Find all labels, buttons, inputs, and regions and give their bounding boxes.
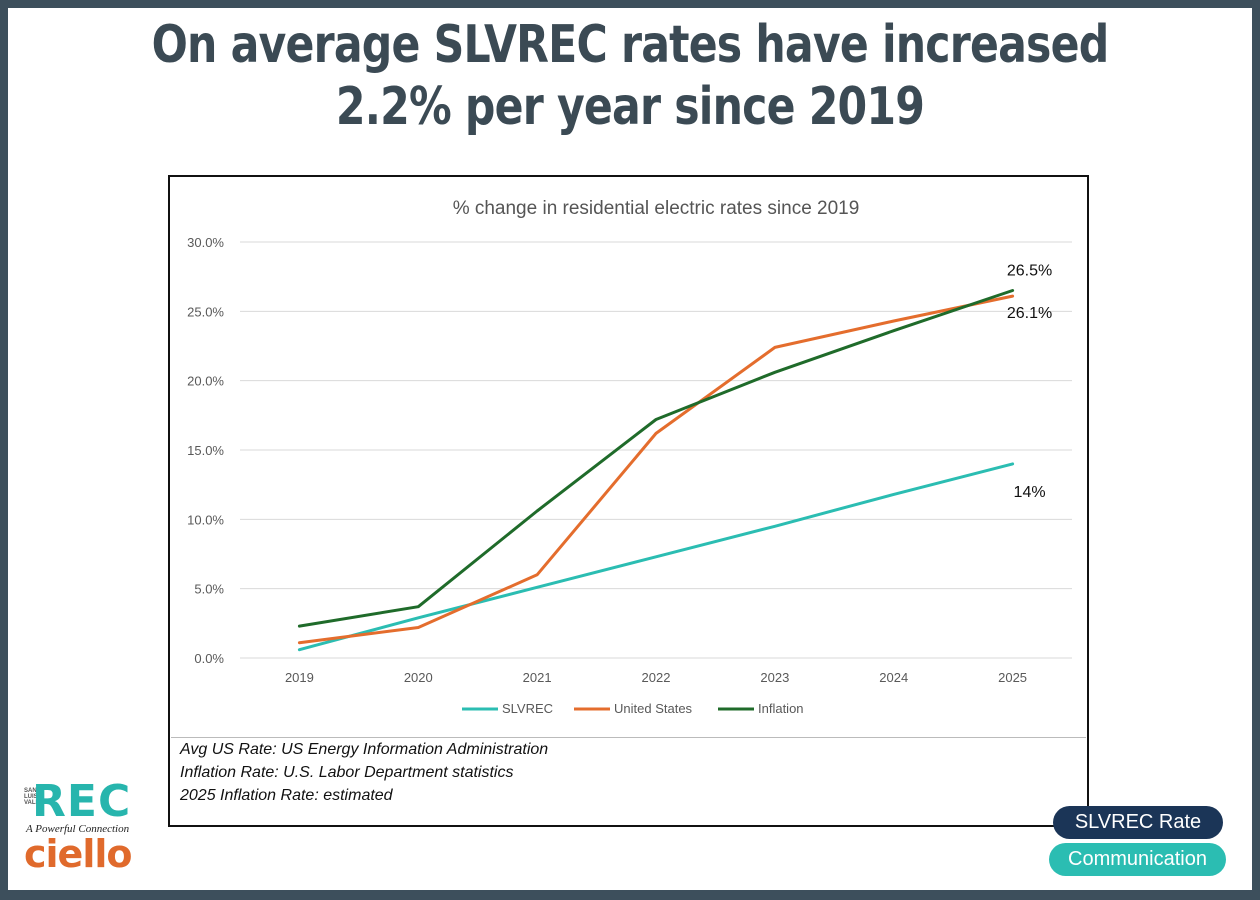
sources-block: Avg US Rate: US Energy Information Admin… (168, 737, 1089, 807)
logo-ciello-text: ciello (24, 832, 132, 876)
headline-line-1: On average SLVREC rates have increased (151, 15, 1110, 75)
data-label-slvrec: 14% (1014, 484, 1046, 501)
y-tick-label: 25.0% (187, 304, 224, 319)
legend-label: Inflation (758, 701, 804, 716)
y-tick-label: 10.0% (187, 512, 224, 527)
headline: On average SLVREC rates have increased 2… (113, 14, 1146, 138)
series-line-united-states (297, 294, 1015, 645)
logo-rec-text: REC (32, 776, 132, 827)
chart-box: % change in residential electric rates s… (168, 175, 1089, 827)
slvrec-rate-badge: SLVREC Rate (1053, 806, 1223, 839)
source-us-rate: Avg US Rate: US Energy Information Admin… (180, 741, 549, 758)
data-label-united-states: 26.1% (1007, 305, 1052, 322)
data-label-inflation: 26.5% (1007, 263, 1052, 280)
y-tick-label: 5.0% (194, 582, 224, 597)
source-2025-note: 2025 Inflation Rate: estimated (180, 787, 393, 804)
headline-line-2: 2.2% per year since 2019 (335, 77, 925, 137)
x-tick-label: 2024 (879, 670, 908, 685)
x-tick-label: 2021 (523, 670, 552, 685)
series-line-slvrec (297, 462, 1015, 652)
series-line-inflation (297, 289, 1015, 628)
communication-badge: Communication (1049, 843, 1226, 876)
line-chart: % change in residential electric rates s… (187, 198, 1072, 716)
legend-label: United States (614, 701, 693, 716)
sources-divider (171, 737, 1086, 738)
logo-tagline: A Powerful Connection (26, 823, 130, 835)
y-tick-label: 30.0% (187, 235, 224, 250)
x-tick-label: 2023 (760, 670, 789, 685)
x-tick-label: 2025 (998, 670, 1027, 685)
source-inflation-rate: Inflation Rate: U.S. Labor Department st… (180, 764, 514, 781)
slvrec-ciello-logo: SAN LUIS VALLEY REC A Powerful Connectio… (24, 776, 144, 877)
legend-label: SLVREC (502, 701, 553, 716)
y-tick-label: 15.0% (187, 443, 224, 458)
x-tick-label: 2020 (404, 670, 433, 685)
x-tick-label: 2019 (285, 670, 314, 685)
y-tick-label: 20.0% (187, 374, 224, 389)
x-tick-label: 2022 (642, 670, 671, 685)
y-tick-label: 0.0% (194, 651, 224, 666)
chart-title: % change in residential electric rates s… (453, 198, 860, 219)
